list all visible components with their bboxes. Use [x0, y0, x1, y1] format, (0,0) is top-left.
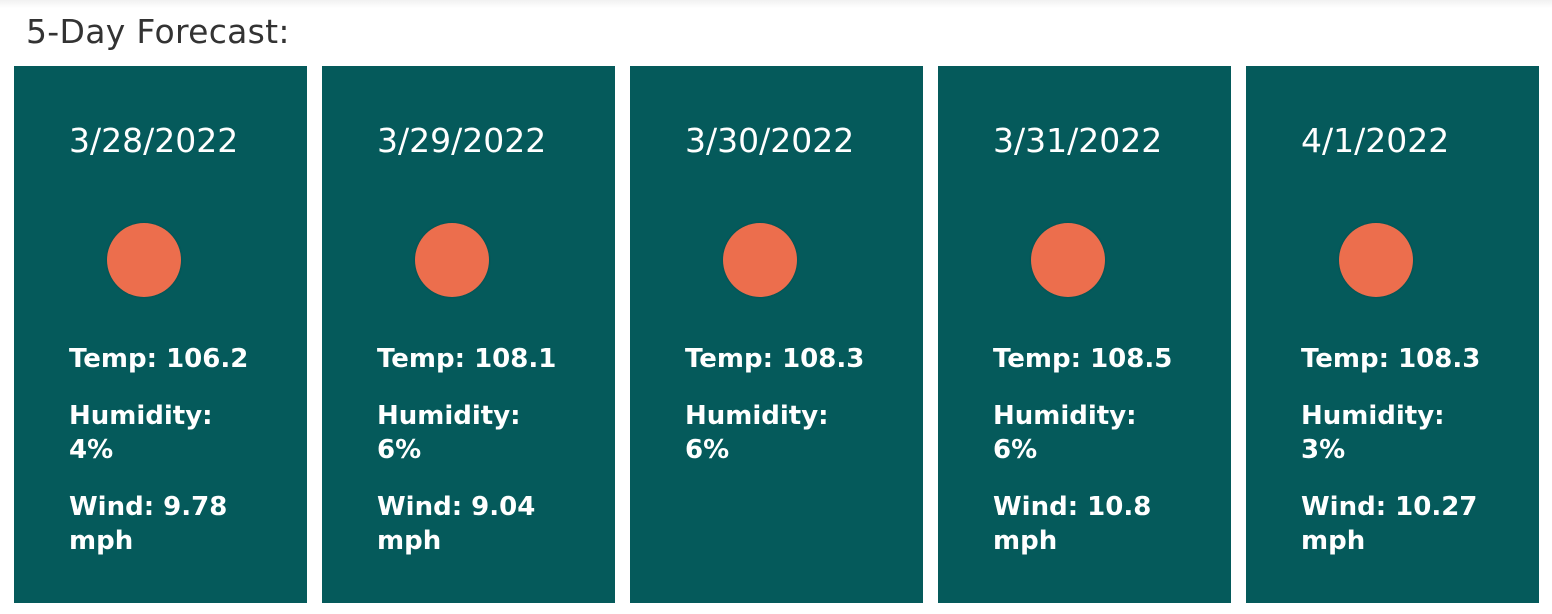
- temp-value: Temp: 108.3: [685, 344, 865, 374]
- forecast-card-day-1: 3/28/2022 Temp: 106.2 Humidity: 4% Wind:…: [14, 66, 307, 603]
- temp-value: Temp: 108.1: [377, 344, 557, 374]
- forecast-stats: Temp: 108.5 Humidity: 6% Wind: 10.8 mph: [993, 342, 1183, 581]
- sun-icon: [1031, 223, 1105, 297]
- forecast-stats: Temp: 108.3 Humidity: 6%: [685, 342, 875, 490]
- forecast-cards: 3/28/2022 Temp: 106.2 Humidity: 4% Wind:…: [14, 66, 1539, 603]
- forecast-card-day-5: 4/1/2022 Temp: 108.3 Humidity: 3% Wind: …: [1246, 66, 1539, 603]
- sun-icon: [723, 223, 797, 297]
- temp-value: Temp: 108.5: [993, 344, 1173, 374]
- sun-icon: [107, 223, 181, 297]
- forecast-date: 3/29/2022: [377, 121, 547, 160]
- forecast-date: 4/1/2022: [1301, 121, 1450, 160]
- forecast-card-day-4: 3/31/2022 Temp: 108.5 Humidity: 6% Wind:…: [938, 66, 1231, 603]
- forecast-heading: 5-Day Forecast:: [26, 12, 290, 51]
- forecast-stats: Temp: 108.3 Humidity: 3% Wind: 10.27 mph: [1301, 342, 1491, 581]
- sun-icon: [415, 223, 489, 297]
- humidity-value: Humidity: 4%: [69, 401, 213, 465]
- forecast-date: 3/31/2022: [993, 121, 1163, 160]
- wind-value: Wind: 10.8 mph: [993, 492, 1152, 556]
- forecast-stats: Temp: 106.2 Humidity: 4% Wind: 9.78 mph: [69, 342, 259, 581]
- temp-value: Temp: 106.2: [69, 344, 249, 374]
- forecast-date: 3/28/2022: [69, 121, 239, 160]
- forecast-date: 3/30/2022: [685, 121, 855, 160]
- humidity-value: Humidity: 6%: [377, 401, 521, 465]
- humidity-value: Humidity: 3%: [1301, 401, 1445, 465]
- forecast-card-day-2: 3/29/2022 Temp: 108.1 Humidity: 6% Wind:…: [322, 66, 615, 603]
- top-shadow: [0, 0, 1552, 8]
- wind-value: Wind: 9.04 mph: [377, 492, 536, 556]
- forecast-stats: Temp: 108.1 Humidity: 6% Wind: 9.04 mph: [377, 342, 567, 581]
- humidity-value: Humidity: 6%: [685, 401, 829, 465]
- wind-value: Wind: 9.78 mph: [69, 492, 228, 556]
- humidity-value: Humidity: 6%: [993, 401, 1137, 465]
- forecast-card-day-3: 3/30/2022 Temp: 108.3 Humidity: 6%: [630, 66, 923, 603]
- wind-value: Wind: 10.27 mph: [1301, 492, 1478, 556]
- temp-value: Temp: 108.3: [1301, 344, 1481, 374]
- sun-icon: [1339, 223, 1413, 297]
